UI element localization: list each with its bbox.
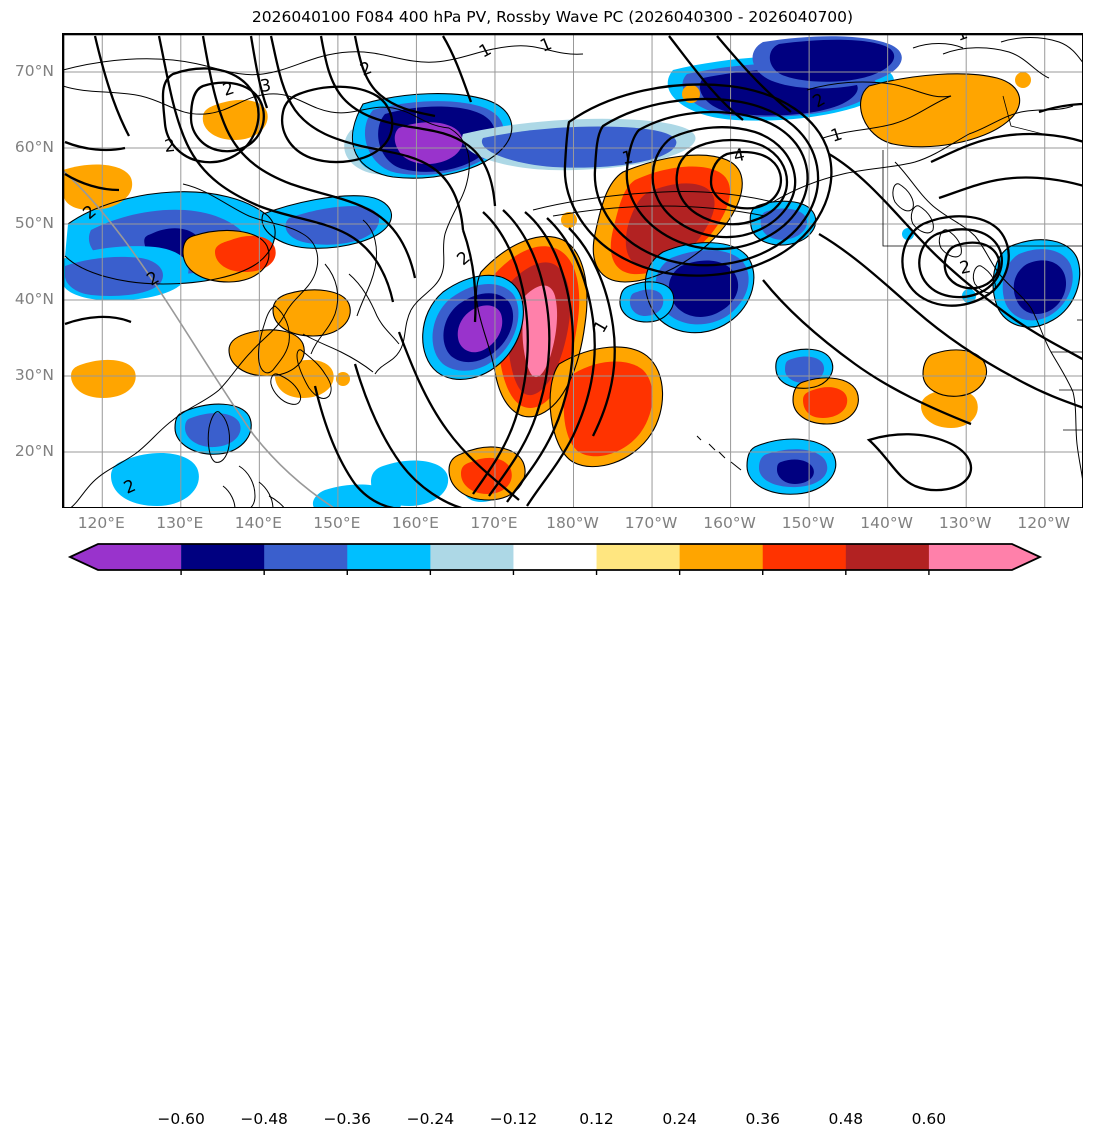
colorbar-label-1: −0.48 xyxy=(240,1110,288,1128)
svg-text:1: 1 xyxy=(620,147,634,169)
colorbar-label-5: 0.12 xyxy=(579,1110,614,1128)
colorbar-label-6: 0.24 xyxy=(662,1110,697,1128)
map-plot-area: 2 3 2 1 1 1 4 2 1 2 1 2 2 2 1 2 2 xyxy=(62,33,1083,508)
colorbar-label-3: −0.24 xyxy=(406,1110,455,1128)
colorbar-band-8 xyxy=(762,544,847,570)
lon-tick-160°W: 160°W xyxy=(703,514,756,532)
colorbar[interactable]: −0.60 −0.48 −0.36 −0.24 −0.12 0.12 0.24 0.36 0.4… xyxy=(0,536,1105,1128)
colorbar-outline xyxy=(67,543,1043,571)
svg-text:2: 2 xyxy=(163,136,176,157)
svg-text:4: 4 xyxy=(732,145,747,167)
svg-text:3: 3 xyxy=(259,76,273,97)
lon-tick-160°E: 160°E xyxy=(391,514,439,532)
lon-tick-180°W: 180°W xyxy=(546,514,599,532)
colorbar-band-7 xyxy=(679,544,764,570)
colorbar-band-10 xyxy=(928,544,1040,570)
lat-tick-60°N: 60°N xyxy=(14,138,54,156)
lon-tick-120°E: 120°E xyxy=(77,514,125,532)
pv-contours xyxy=(64,35,1082,507)
svg-text:2: 2 xyxy=(958,257,973,279)
colorbar-label-2: −0.36 xyxy=(323,1110,372,1128)
lon-tick-170°E: 170°E xyxy=(470,514,518,532)
lon-tick-150°W: 150°W xyxy=(781,514,835,532)
colorbar-label-0: −0.60 xyxy=(157,1110,205,1128)
lon-tick-170°W: 170°W xyxy=(624,514,678,532)
lat-tick-30°N: 30°N xyxy=(14,366,54,384)
colorbar-band-2 xyxy=(264,544,348,570)
colorbar-band-4 xyxy=(430,544,514,570)
shaded-anomaly-field xyxy=(63,36,1080,507)
great-circle-arc xyxy=(63,169,335,507)
colorbar-band-5 xyxy=(513,544,598,570)
colorbar-band-1 xyxy=(181,544,265,570)
colorbar-swatches xyxy=(67,543,1043,575)
coastlines xyxy=(63,37,1082,507)
colorbar-label-7: 0.36 xyxy=(745,1110,780,1128)
colorbar-band-6 xyxy=(596,544,681,570)
figure-root: 2026040100 F084 400 hPa PV, Rossby Wave … xyxy=(0,8,1105,1128)
svg-text:1: 1 xyxy=(954,34,971,46)
political-borders xyxy=(882,95,1082,431)
map-canvas: 2 3 2 1 1 1 4 2 1 2 1 2 2 2 1 2 2 xyxy=(63,34,1082,507)
colorbar-band-3 xyxy=(347,544,431,570)
page-title: 2026040100 F084 400 hPa PV, Rossby Wave … xyxy=(251,8,854,26)
lon-tick-130°W: 130°W xyxy=(938,514,992,532)
lon-tick-140°W: 140°W xyxy=(860,514,913,532)
colorbar-label-9: 0.60 xyxy=(911,1110,947,1128)
map-gridlines xyxy=(63,34,1082,507)
lon-tick-130°E: 130°E xyxy=(156,514,204,532)
lat-tick-20°N: 20°N xyxy=(14,442,54,460)
lon-tick-120°W: 120°W xyxy=(1017,514,1071,532)
lat-tick-50°N: 50°N xyxy=(14,214,54,232)
lon-tick-140°E: 140°E xyxy=(234,514,282,532)
colorbar-band-9 xyxy=(845,544,930,570)
colorbar-label-4: −0.12 xyxy=(489,1110,538,1128)
colorbar-band-0 xyxy=(70,544,182,570)
lat-tick-40°N: 40°N xyxy=(14,290,54,308)
colorbar-label-8: 0.48 xyxy=(828,1110,864,1128)
lon-tick-150°E: 150°E xyxy=(313,514,361,532)
lat-tick-70°N: 70°N xyxy=(14,62,54,80)
